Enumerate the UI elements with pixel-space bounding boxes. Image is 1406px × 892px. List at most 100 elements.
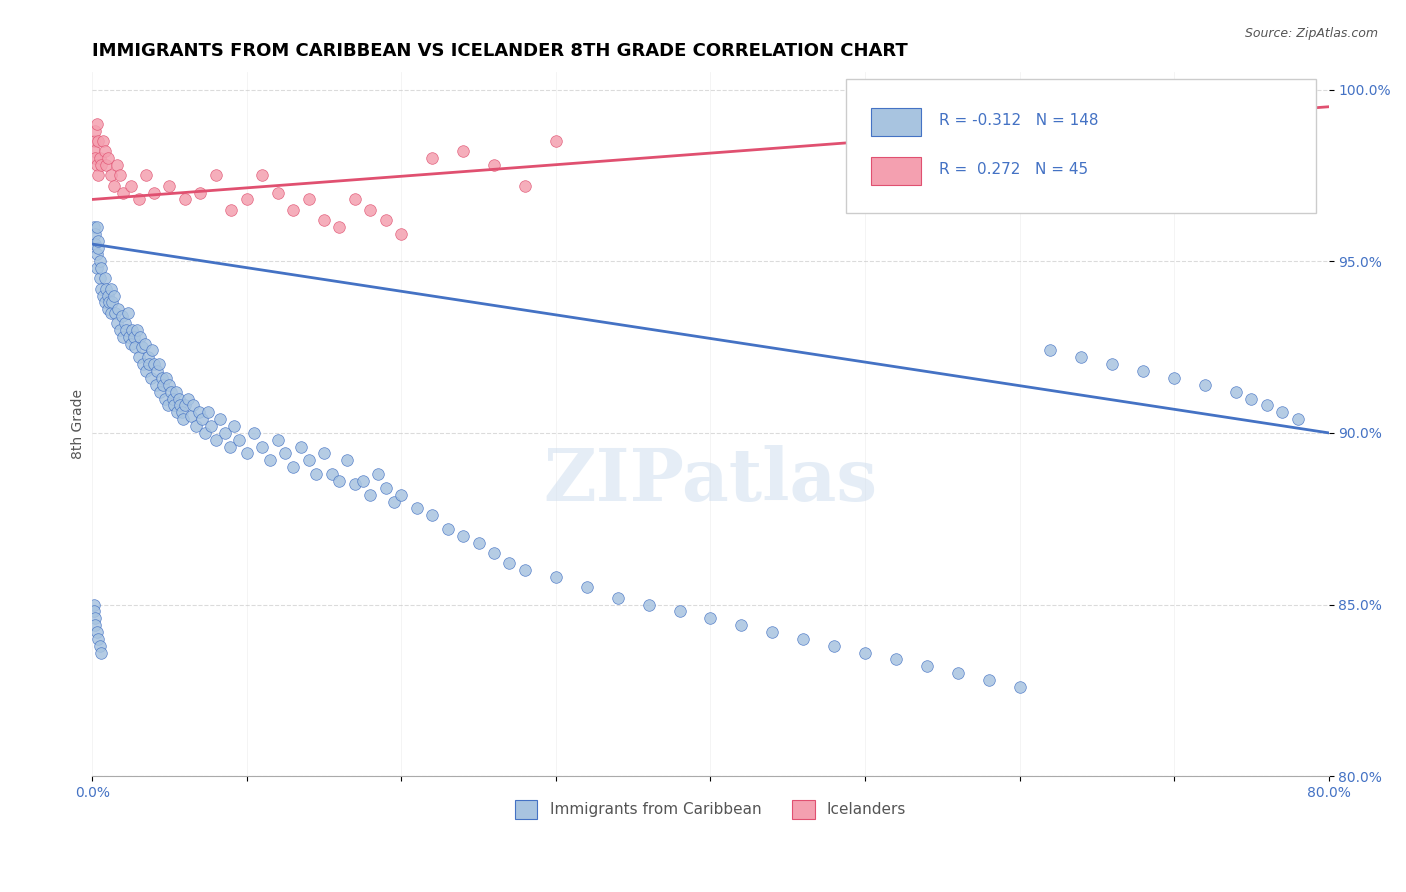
Point: [150, 371, 173, 385]
Point: [606, 591, 628, 605]
Point: [84, 611, 107, 625]
Point: [105, 158, 128, 172]
Point: [915, 659, 938, 673]
Point: [148, 357, 170, 371]
Point: [977, 673, 1000, 687]
Point: [100, 306, 122, 320]
Point: [138, 357, 160, 371]
Point: [343, 193, 366, 207]
Point: [281, 460, 304, 475]
Point: [174, 193, 197, 207]
Point: [110, 309, 132, 323]
Point: [89, 271, 111, 285]
Point: [250, 440, 273, 454]
Point: [125, 323, 148, 337]
Point: [160, 384, 183, 399]
Point: [359, 202, 381, 217]
Point: [90, 261, 112, 276]
Point: [312, 213, 335, 227]
Point: [343, 477, 366, 491]
Point: [451, 529, 474, 543]
Point: [205, 433, 228, 447]
Point: [152, 377, 174, 392]
Point: [84, 151, 107, 165]
Point: [1286, 412, 1309, 426]
Point: [86, 219, 108, 234]
Point: [117, 306, 139, 320]
Point: [97, 288, 120, 302]
Point: [132, 357, 155, 371]
Point: [83, 134, 105, 148]
Point: [143, 186, 166, 200]
Point: [94, 282, 117, 296]
Point: [84, 124, 107, 138]
Point: [336, 453, 359, 467]
Point: [184, 419, 207, 434]
Point: [98, 295, 121, 310]
Bar: [872, 157, 921, 185]
Point: [89, 151, 111, 165]
Point: [1240, 392, 1263, 406]
Point: [129, 330, 152, 344]
Point: [120, 336, 142, 351]
Point: [259, 453, 281, 467]
Point: [214, 425, 236, 440]
Point: [823, 639, 845, 653]
Text: R = -0.312   N = 148: R = -0.312 N = 148: [939, 112, 1098, 128]
Point: [321, 467, 343, 481]
Point: [235, 193, 257, 207]
Point: [180, 409, 202, 423]
Point: [1070, 351, 1092, 365]
Point: [374, 481, 396, 495]
Point: [297, 453, 319, 467]
Point: [101, 295, 124, 310]
Point: [1163, 371, 1185, 385]
Point: [83, 598, 105, 612]
Point: [1132, 364, 1154, 378]
Point: [83, 219, 105, 234]
Point: [141, 343, 163, 358]
Point: [544, 570, 567, 584]
FancyBboxPatch shape: [846, 79, 1316, 213]
Point: [235, 446, 257, 460]
Point: [155, 371, 177, 385]
Point: [482, 546, 505, 560]
Point: [87, 134, 110, 148]
Point: [177, 392, 200, 406]
Point: [87, 169, 110, 183]
Point: [89, 254, 111, 268]
Point: [84, 227, 107, 241]
Point: [218, 440, 240, 454]
Point: [94, 158, 117, 172]
Point: [637, 598, 659, 612]
Point: [128, 351, 150, 365]
Point: [108, 323, 131, 337]
Point: [91, 134, 114, 148]
Point: [228, 433, 250, 447]
Point: [451, 145, 474, 159]
Point: [143, 357, 166, 371]
Point: [513, 178, 536, 193]
Point: [194, 425, 217, 440]
Point: [134, 336, 156, 351]
Point: [699, 611, 721, 625]
Point: [118, 330, 141, 344]
Point: [187, 405, 209, 419]
Point: [112, 330, 135, 344]
Point: [162, 392, 184, 406]
Point: [166, 405, 188, 419]
Point: [281, 202, 304, 217]
Point: [146, 364, 169, 378]
Point: [86, 625, 108, 640]
Point: [1256, 399, 1278, 413]
Text: ZIPatlas: ZIPatlas: [543, 445, 877, 516]
Point: [1225, 384, 1247, 399]
Point: [159, 178, 181, 193]
Point: [87, 632, 110, 646]
Point: [145, 377, 167, 392]
Point: [135, 169, 157, 183]
Point: [90, 158, 112, 172]
Point: [266, 186, 288, 200]
Point: [761, 625, 783, 640]
Point: [169, 399, 191, 413]
